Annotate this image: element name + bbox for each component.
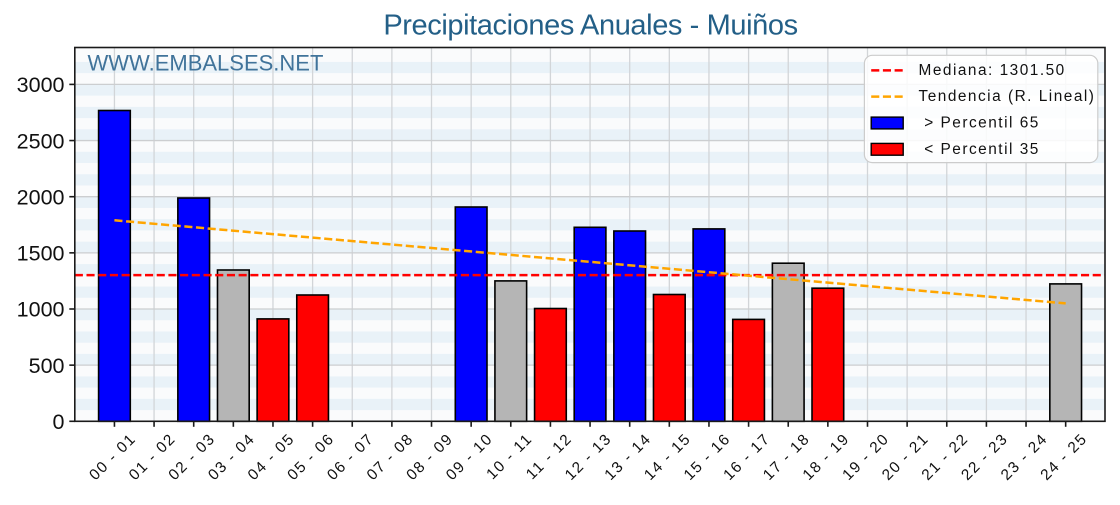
svg-text:2000: 2000 [17, 185, 65, 209]
svg-text:1000: 1000 [17, 298, 65, 322]
svg-text:> Percentil 65: > Percentil 65 [919, 115, 1040, 132]
svg-text:500: 500 [29, 354, 65, 378]
svg-text:< Percentil 35: < Percentil 35 [919, 141, 1040, 158]
svg-text:WWW.EMBALSES.NET: WWW.EMBALSES.NET [88, 50, 324, 75]
svg-text:3000: 3000 [17, 73, 65, 97]
svg-text:Precipitaciones Anuales - Muiñ: Precipitaciones Anuales - Muiños [383, 10, 797, 42]
svg-text:2500: 2500 [17, 129, 65, 153]
svg-text:Mediana: 1301.50: Mediana: 1301.50 [919, 62, 1066, 79]
svg-text:0: 0 [53, 410, 65, 434]
svg-text:1500: 1500 [17, 242, 65, 266]
svg-text:Tendencia (R. Lineal): Tendencia (R. Lineal) [919, 88, 1096, 105]
